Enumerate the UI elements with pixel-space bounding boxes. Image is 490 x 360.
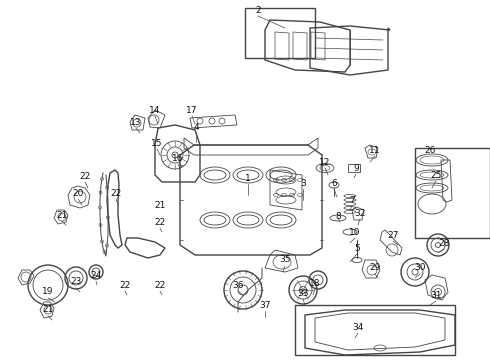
Text: 25: 25 — [430, 171, 441, 180]
Text: 22: 22 — [79, 171, 91, 180]
Text: 9: 9 — [353, 163, 359, 172]
Text: 22: 22 — [120, 280, 131, 289]
Text: 22: 22 — [154, 280, 166, 289]
Text: 31: 31 — [430, 291, 442, 300]
Text: 19: 19 — [42, 288, 54, 297]
Bar — [245, 8, 315, 58]
Text: 21: 21 — [42, 306, 54, 315]
Text: 21: 21 — [56, 211, 68, 220]
Text: 34: 34 — [352, 323, 364, 332]
Text: 10: 10 — [349, 228, 361, 237]
Text: 16: 16 — [172, 153, 184, 162]
Text: 3: 3 — [300, 179, 306, 188]
Text: 5: 5 — [354, 243, 360, 252]
Text: 26: 26 — [424, 145, 436, 154]
Text: 13: 13 — [130, 117, 142, 126]
Text: 37: 37 — [259, 301, 271, 310]
Text: 12: 12 — [319, 158, 331, 166]
Text: 33: 33 — [297, 288, 309, 297]
Bar — [415, 148, 490, 238]
Text: 11: 11 — [369, 145, 381, 154]
Bar — [295, 305, 455, 355]
Text: 22: 22 — [110, 189, 122, 198]
Text: 14: 14 — [149, 105, 161, 114]
Text: 18: 18 — [309, 279, 321, 288]
Text: 21: 21 — [154, 201, 166, 210]
Text: 23: 23 — [70, 278, 82, 287]
Text: 32: 32 — [354, 208, 366, 217]
Text: 29: 29 — [369, 264, 381, 273]
Text: 28: 28 — [439, 239, 450, 248]
Text: 36: 36 — [232, 280, 244, 289]
Text: 30: 30 — [414, 264, 426, 273]
Text: 17: 17 — [186, 105, 198, 114]
Text: 6: 6 — [331, 179, 337, 188]
Text: 2: 2 — [255, 5, 261, 14]
Text: 15: 15 — [151, 139, 163, 148]
Text: 20: 20 — [73, 189, 84, 198]
Text: 24: 24 — [90, 270, 101, 279]
Text: 4: 4 — [193, 122, 199, 131]
Text: 8: 8 — [335, 212, 341, 220]
Text: 7: 7 — [349, 195, 355, 204]
Text: 35: 35 — [279, 256, 291, 265]
Text: 1: 1 — [245, 174, 251, 183]
Text: 22: 22 — [154, 217, 166, 226]
Text: 27: 27 — [387, 230, 399, 239]
